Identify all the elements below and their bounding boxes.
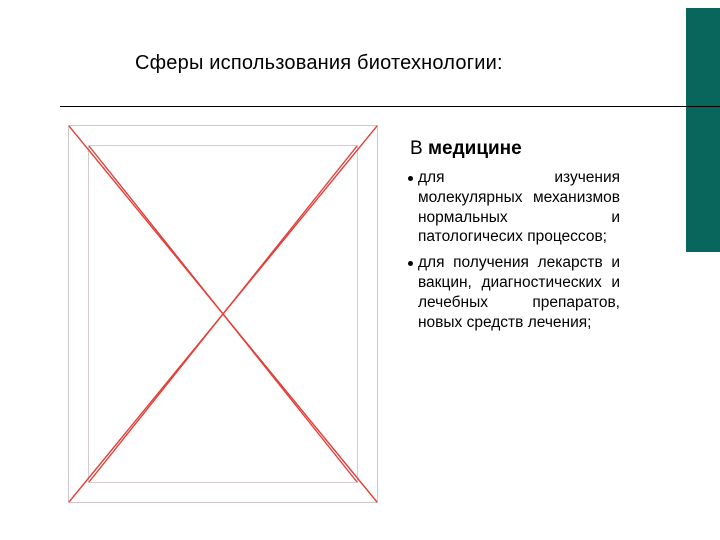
side-accent-bar xyxy=(686,8,720,252)
list-item: для изучения молекулярных механизмов нор… xyxy=(410,168,620,247)
content-block: В медицине для изучения молекулярных мех… xyxy=(410,138,620,339)
content-heading: В медицине xyxy=(410,138,620,160)
slide-title: Сферы использования биотехнологии: xyxy=(135,52,503,75)
slide: Сферы использования биотехнологии: В мед… xyxy=(0,0,720,540)
image-placeholder xyxy=(68,125,378,503)
list-item: для получения лекарств и вакцин, диагнос… xyxy=(410,253,620,332)
title-divider xyxy=(60,106,720,107)
heading-prefix: В xyxy=(410,138,428,159)
heading-bold: медицине xyxy=(428,138,522,159)
bullet-list: для изучения молекулярных механизмов нор… xyxy=(410,168,620,333)
